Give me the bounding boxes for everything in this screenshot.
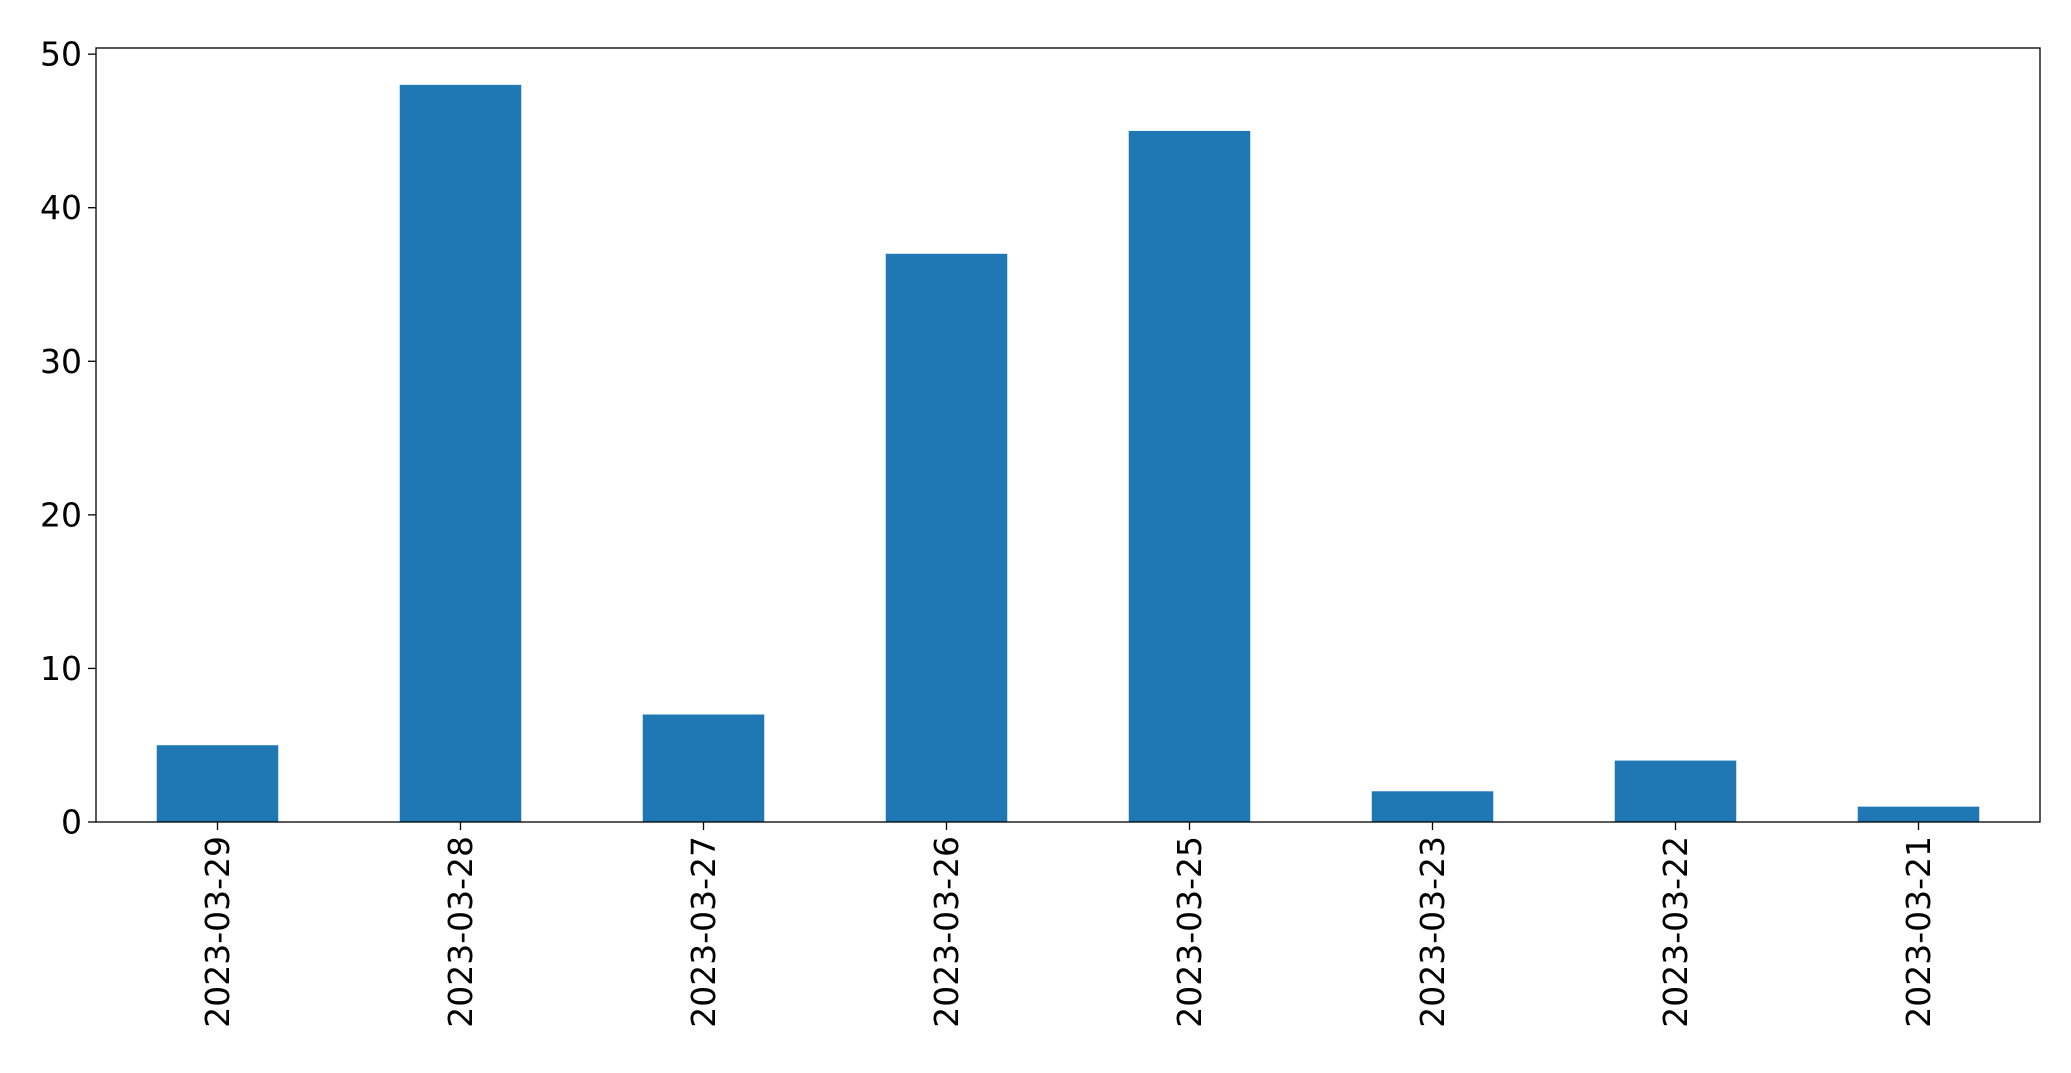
y-axis: 0 10 20 30 40 50 (40, 35, 96, 842)
x-tick-label: 2023-03-27 (684, 836, 723, 1028)
x-tick-label: 2023-03-28 (441, 836, 480, 1028)
x-tick-label: 2023-03-22 (1656, 836, 1695, 1028)
y-tick-label: 50 (40, 35, 82, 74)
bar-2023-03-28 (399, 84, 522, 823)
x-tick-label: 2023-03-29 (198, 836, 237, 1028)
y-tick-label: 40 (40, 188, 82, 227)
x-tick-label: 2023-03-21 (1899, 836, 1938, 1028)
x-axis: 2023-03-29 2023-03-28 2023-03-27 2023-03-26… (198, 822, 1938, 1028)
plot-frame (95, 47, 2041, 823)
bar-2023-03-25 (1128, 130, 1251, 822)
y-tick-label: 20 (40, 495, 82, 534)
y-tick-label: 10 (40, 649, 82, 688)
x-tick-label: 2023-03-25 (1170, 836, 1209, 1028)
x-tick-label: 2023-03-26 (927, 836, 966, 1028)
bar-2023-03-29 (156, 745, 279, 822)
bar-2023-03-22 (1614, 760, 1737, 822)
y-tick-label: 30 (40, 342, 82, 381)
x-tick-label: 2023-03-23 (1413, 836, 1452, 1028)
bar-2023-03-26 (885, 253, 1008, 823)
y-tick-label: 0 (61, 803, 82, 842)
bars-group (156, 84, 1980, 823)
bar-2023-03-21 (1857, 806, 1980, 822)
bar-2023-03-23 (1371, 791, 1494, 822)
bar-2023-03-27 (642, 714, 765, 822)
